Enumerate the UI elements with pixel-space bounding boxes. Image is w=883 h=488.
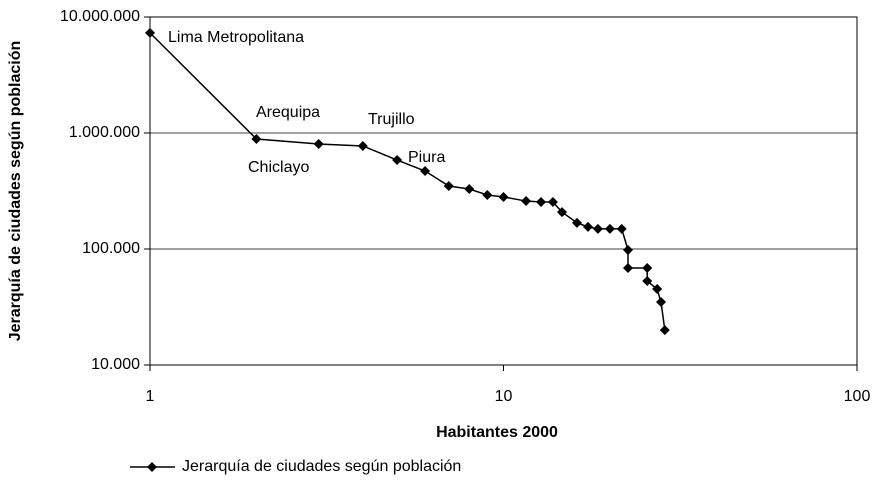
y-tick-label: 10.000 bbox=[91, 356, 140, 373]
marker bbox=[622, 245, 633, 256]
marker bbox=[571, 217, 582, 228]
x-tick-label: 10 bbox=[495, 388, 513, 405]
marker bbox=[392, 155, 403, 166]
marker bbox=[583, 221, 594, 232]
marker bbox=[251, 133, 262, 144]
x-tick-label: 100 bbox=[844, 388, 871, 405]
annotation: Lima Metropolitana bbox=[168, 29, 304, 46]
annotation: Piura bbox=[408, 149, 445, 166]
marker bbox=[536, 197, 547, 208]
annotation: Chiclayo bbox=[248, 159, 309, 176]
y-tick-label: 1.000.000 bbox=[69, 124, 140, 141]
marker bbox=[521, 196, 532, 207]
marker bbox=[547, 197, 558, 208]
legend-label: Jerarquía de ciudades según población bbox=[182, 458, 461, 475]
annotation: Trujillo bbox=[368, 111, 415, 128]
marker bbox=[642, 275, 653, 286]
annotation: Arequipa bbox=[256, 104, 320, 121]
y-tick-label: 100.000 bbox=[82, 240, 140, 257]
marker bbox=[659, 325, 670, 336]
marker bbox=[592, 223, 603, 234]
marker bbox=[482, 190, 493, 201]
marker bbox=[420, 166, 431, 177]
marker bbox=[604, 223, 615, 234]
x-axis-label: Habitantes 2000 bbox=[436, 424, 558, 441]
marker bbox=[357, 140, 368, 151]
marker bbox=[313, 139, 324, 150]
marker bbox=[557, 207, 568, 218]
marker bbox=[622, 263, 633, 274]
marker bbox=[652, 284, 663, 295]
plot-frame bbox=[149, 16, 858, 366]
marker bbox=[443, 181, 454, 192]
y-axis-label: Jerarquía de ciudades según población bbox=[7, 41, 24, 342]
y-tick-label: 10.000.000 bbox=[60, 8, 140, 25]
marker bbox=[642, 263, 653, 274]
series-line bbox=[149, 32, 666, 331]
legend-marker bbox=[147, 462, 157, 472]
marker bbox=[145, 27, 155, 38]
marker bbox=[616, 223, 627, 234]
marker bbox=[656, 297, 667, 308]
marker bbox=[498, 191, 509, 202]
marker bbox=[464, 184, 475, 195]
x-tick-label: 1 bbox=[146, 388, 155, 405]
